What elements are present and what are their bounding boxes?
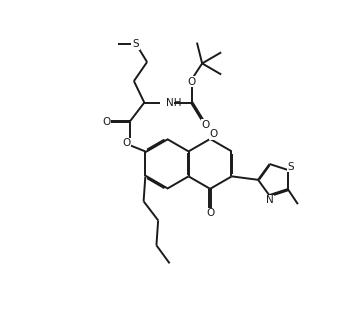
Text: S: S xyxy=(133,39,139,49)
Text: O: O xyxy=(102,117,110,127)
Text: O: O xyxy=(188,77,196,87)
Text: O: O xyxy=(206,208,214,218)
Text: O: O xyxy=(122,138,131,149)
Text: S: S xyxy=(287,162,294,172)
Text: O: O xyxy=(210,129,218,139)
Text: O: O xyxy=(201,120,210,130)
Text: NH: NH xyxy=(166,98,181,108)
Text: N: N xyxy=(266,195,273,205)
